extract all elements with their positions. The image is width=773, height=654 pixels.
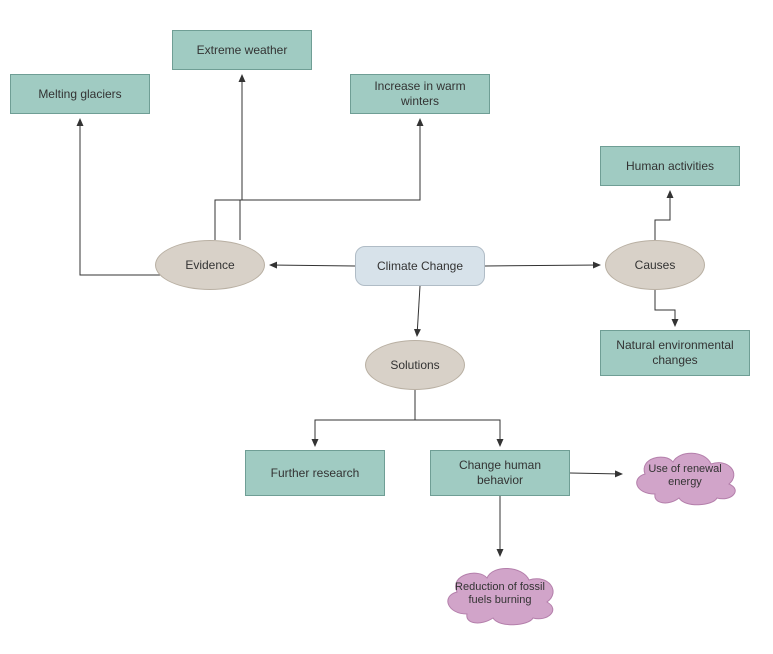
edge: [415, 390, 500, 446]
node-label: Causes: [635, 258, 676, 273]
edge: [215, 75, 242, 240]
edge: [417, 286, 420, 336]
node-evidence: Evidence: [155, 240, 265, 290]
node-label: Melting glaciers: [38, 87, 121, 102]
edge: [80, 119, 165, 275]
node-extreme-weather: Extreme weather: [172, 30, 312, 70]
edge: [240, 119, 420, 240]
node-causes: Causes: [605, 240, 705, 290]
edge: [655, 191, 670, 240]
node-fossil-fuels: Reduction of fossil fuels burning: [435, 560, 565, 628]
node-label: Evidence: [185, 258, 234, 273]
edge: [270, 265, 355, 266]
node-label: Human activities: [626, 159, 714, 174]
node-label: Further research: [271, 466, 360, 481]
node-warm-winters: Increase in warm winters: [350, 74, 490, 114]
edge: [315, 390, 415, 446]
node-label: Change human behavior: [437, 458, 563, 488]
node-further-research: Further research: [245, 450, 385, 496]
node-climate-change: Climate Change: [355, 246, 485, 286]
edge: [655, 290, 675, 326]
node-label: Reduction of fossil fuels burning: [449, 581, 551, 607]
node-label: Natural environmental changes: [607, 338, 743, 368]
node-melting-glaciers: Melting glaciers: [10, 74, 150, 114]
node-label: Use of renewal energy: [639, 463, 731, 489]
edge: [485, 265, 600, 266]
node-label: Climate Change: [377, 259, 463, 274]
node-renewal-energy: Use of renewal energy: [625, 444, 745, 508]
edge: [570, 473, 622, 474]
node-change-behavior: Change human behavior: [430, 450, 570, 496]
node-solutions: Solutions: [365, 340, 465, 390]
node-label: Extreme weather: [197, 43, 288, 58]
node-label: Increase in warm winters: [357, 79, 483, 109]
node-natural-changes: Natural environmental changes: [600, 330, 750, 376]
node-label: Solutions: [390, 358, 439, 373]
diagram-canvas: Climate Change Evidence Causes Solutions…: [0, 0, 773, 654]
node-human-activities: Human activities: [600, 146, 740, 186]
